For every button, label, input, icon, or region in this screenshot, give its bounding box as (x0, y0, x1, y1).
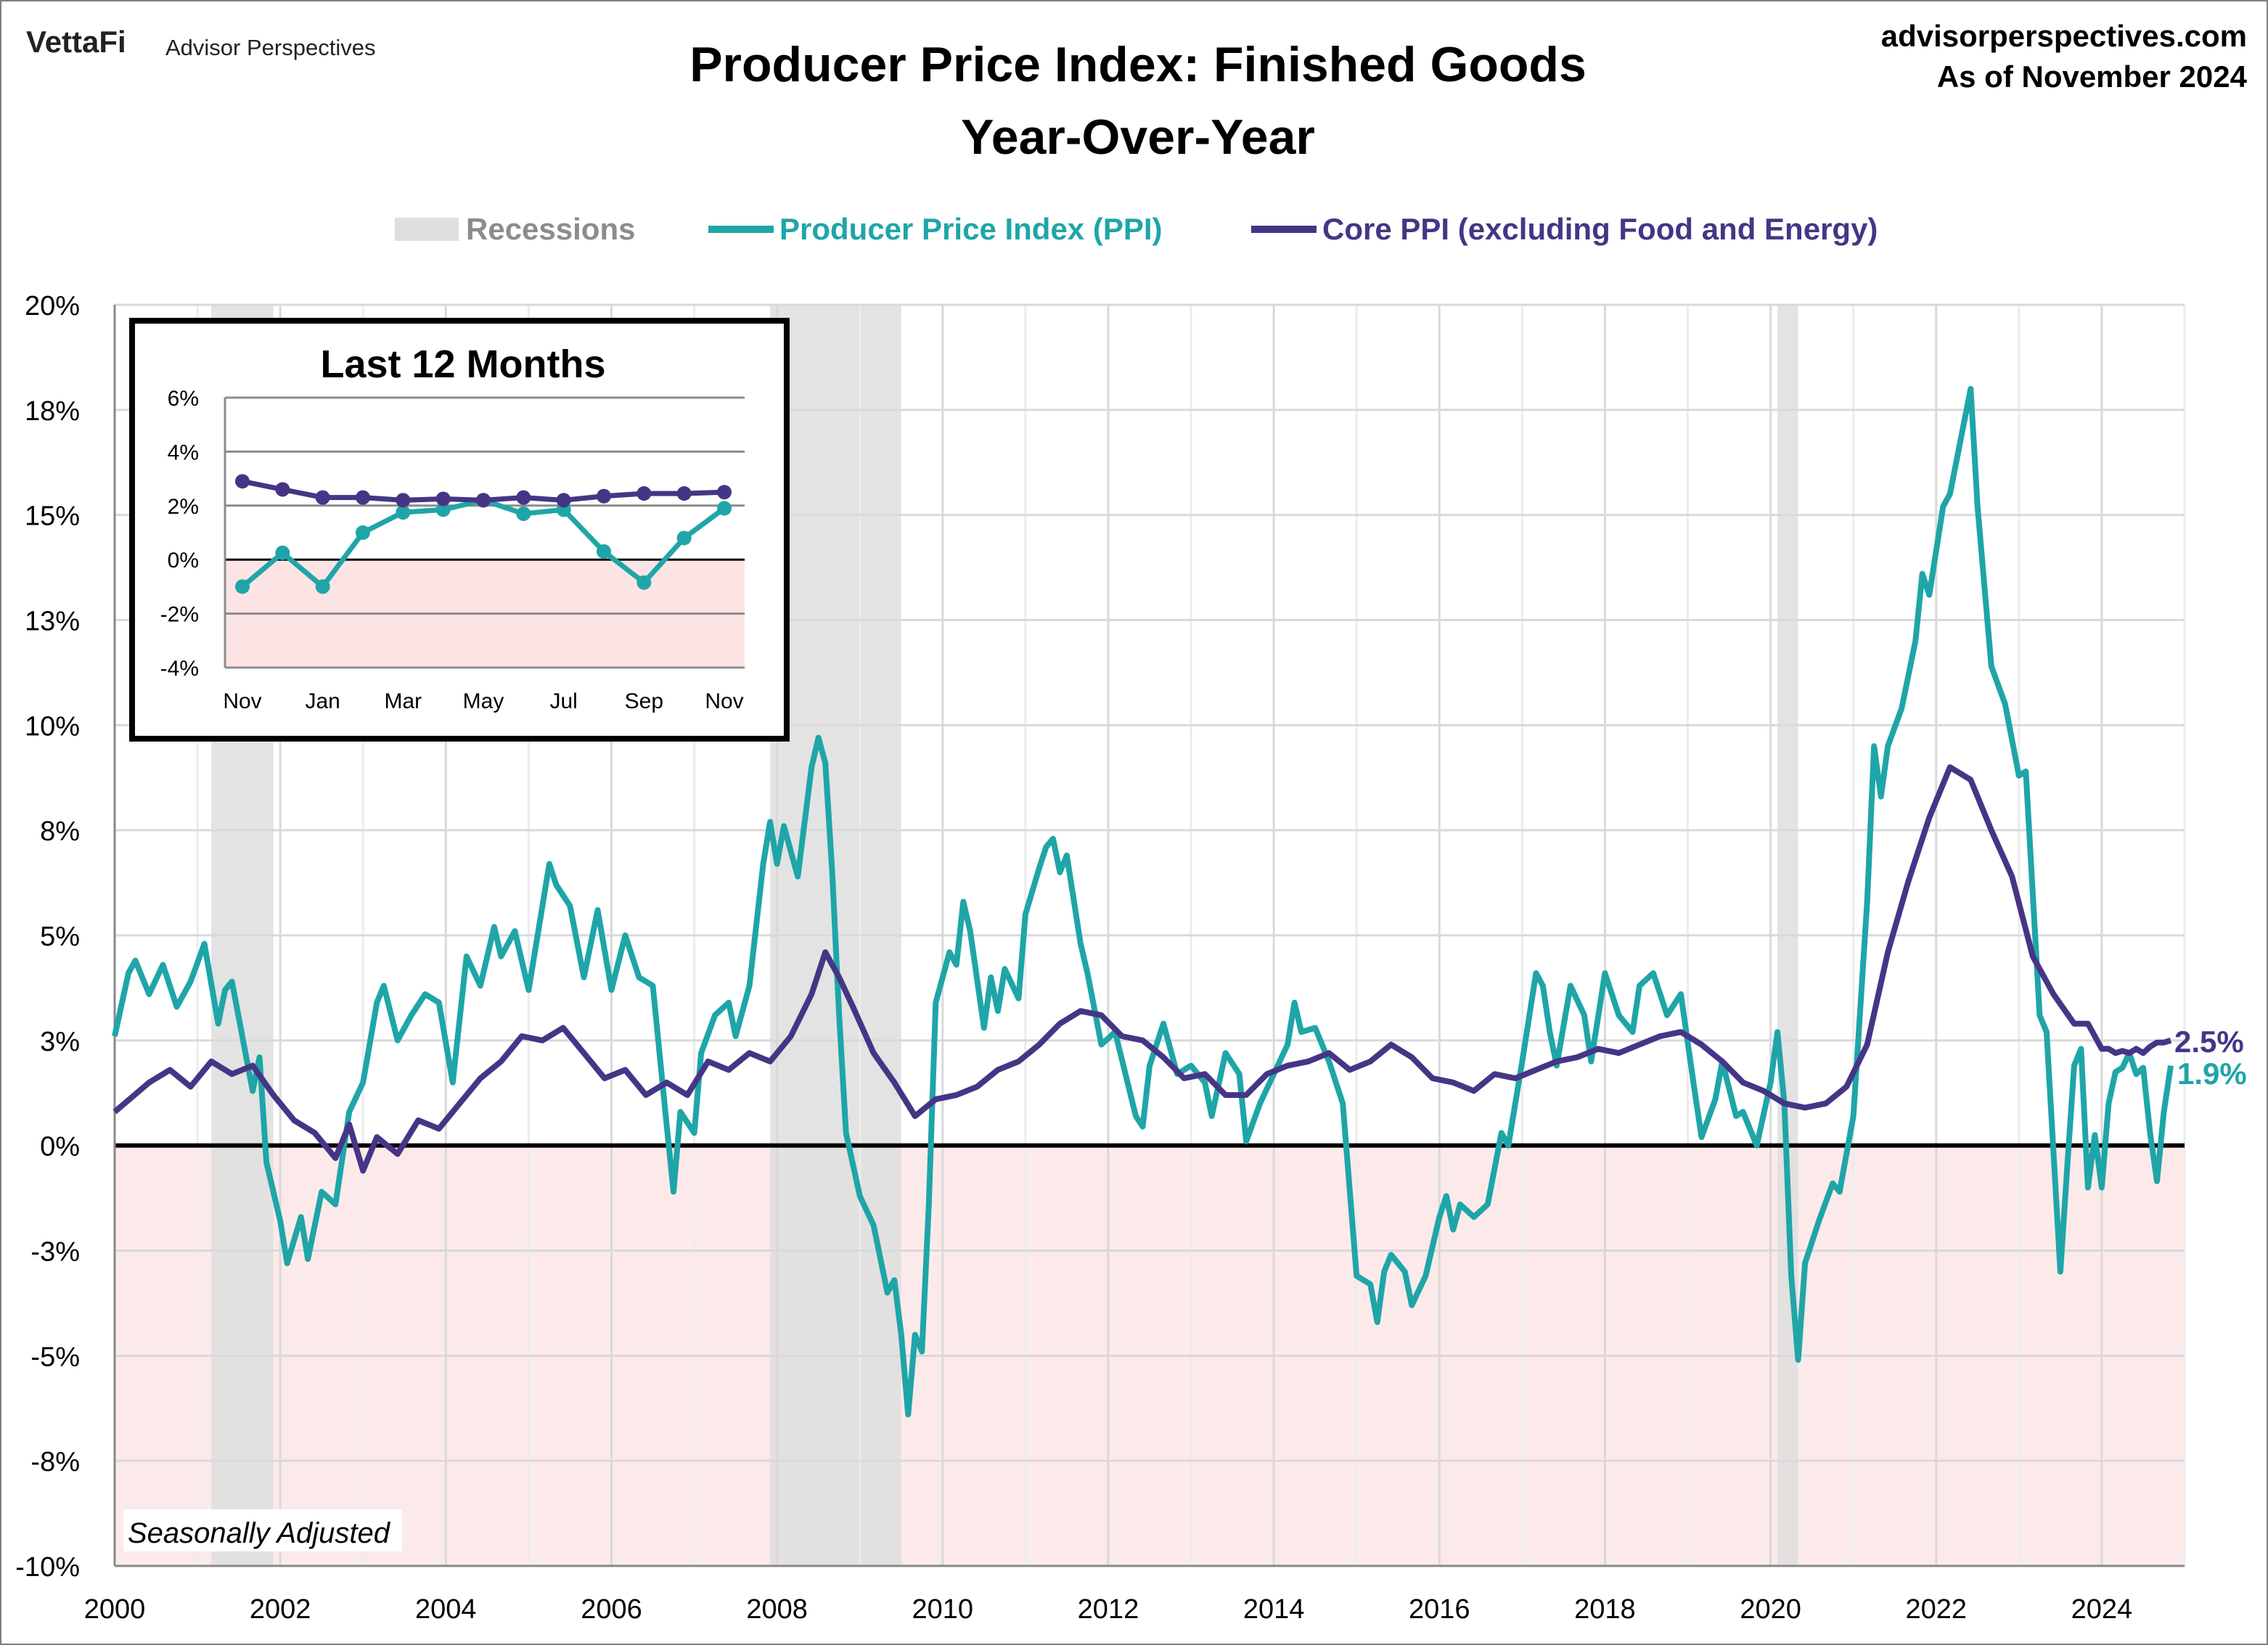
inset-core-point (476, 493, 491, 508)
inset-x-tick-label: Jul (549, 689, 577, 713)
x-tick-label: 2006 (581, 1594, 642, 1625)
x-tick-label: 2018 (1574, 1594, 1636, 1625)
inset-ppi-point (717, 501, 732, 516)
x-tick-label: 2000 (84, 1594, 146, 1625)
inset-frame (129, 318, 790, 742)
inset-y-tick-label: 0% (168, 549, 199, 573)
legend-core: Core PPI (excluding Food and Energy) (1322, 212, 1878, 246)
x-tick-label: 2016 (1409, 1594, 1470, 1625)
inset-core-point (717, 485, 732, 500)
inset-ppi-point (235, 579, 250, 594)
y-tick-label: 0% (40, 1132, 80, 1162)
vettafi-logo: VettaFi (26, 25, 126, 59)
x-tick-label: 2012 (1078, 1594, 1139, 1625)
inset-core-point (597, 488, 611, 504)
inset-x-tick-label: Jan (305, 689, 340, 713)
inset-y-tick-label: 6% (168, 387, 199, 411)
legend: Recessions Producer Price Index (PPI) Co… (395, 212, 1878, 246)
inset-core-point (556, 493, 571, 508)
y-tick-label: -3% (30, 1237, 80, 1268)
inset-core-point (396, 493, 411, 508)
core-end-label: 2.5% (2174, 1025, 2244, 1059)
inset-title: Last 12 Months (320, 342, 605, 386)
inset-core-point (315, 490, 330, 505)
inset-core-point (636, 486, 652, 501)
y-tick-label: 13% (25, 607, 80, 637)
x-tick-label: 2008 (746, 1594, 808, 1625)
inset-y-tick-label: -4% (160, 657, 199, 681)
inset-y-tick-label: 2% (168, 495, 199, 519)
y-tick-label: 18% (25, 396, 80, 427)
inset-x-tick-label: Mar (384, 689, 422, 713)
brand-name: Advisor Perspectives (165, 35, 375, 60)
inset-chart: Last 12 Months 6% 4% 2% 0% -2% -4% Nov Jan Mar Ma… (129, 318, 790, 742)
x-tick-label: 2004 (415, 1594, 477, 1625)
y-tick-label: 10% (25, 711, 80, 742)
seasonally-adjusted-note: Seasonally Adjusted (123, 1509, 402, 1551)
inset-x-tick-label: Nov (705, 689, 743, 713)
inset-plot: 6% 4% 2% 0% -2% -4% Nov Jan Mar May Jul Sep Nov (160, 387, 745, 713)
core-line (112, 764, 2172, 1174)
inset-ppi-point (435, 502, 451, 517)
inset-ppi-point (396, 505, 411, 520)
inset-ppi-point (315, 579, 330, 594)
inset-ppi-point (516, 506, 531, 521)
x-tick-label: 2020 (1740, 1594, 1801, 1625)
chart-title: Producer Price Index: Finished Goods (689, 37, 1587, 92)
inset-core-point (275, 482, 290, 497)
y-tick-label: 15% (25, 501, 80, 532)
x-tick-label: 2002 (250, 1594, 311, 1625)
inset-y-tick-label: -2% (160, 603, 199, 627)
legend-ppi: Producer Price Index (PPI) (779, 212, 1163, 246)
y-tick-label: -5% (30, 1342, 80, 1372)
inset-ppi-point (636, 575, 652, 590)
inset-core-point (676, 486, 692, 501)
site-url: advisorperspectives.com (1881, 19, 2247, 53)
inset-ppi-point (676, 530, 692, 546)
y-tick-label: 8% (40, 816, 80, 847)
y-tick-label: -8% (30, 1447, 80, 1477)
y-tick-label: 20% (25, 291, 80, 321)
ppi-end-label: 1.9% (2177, 1057, 2247, 1091)
inset-core-point (235, 474, 250, 489)
inset-x-tick-label: May (463, 689, 504, 713)
y-tick-label: -10% (15, 1552, 80, 1583)
inset-core-point (516, 490, 531, 505)
inset-core-point (435, 491, 451, 506)
inset-y-tick-label: 4% (168, 440, 199, 464)
inset-core-point (356, 490, 370, 505)
inset-x-tick-label: Sep (625, 689, 663, 713)
inset-ppi-point (597, 544, 611, 559)
y-tick-label: 3% (40, 1027, 80, 1057)
svg-text:Seasonally Adjusted: Seasonally Adjusted (128, 1517, 391, 1549)
x-tick-label: 2022 (1905, 1594, 1967, 1625)
inset-x-tick-label: Nov (223, 689, 261, 713)
x-tick-label: 2024 (2071, 1594, 2133, 1625)
x-tick-label: 2010 (912, 1594, 974, 1625)
y-tick-label: 5% (40, 922, 80, 952)
inset-ppi-point (356, 525, 370, 540)
legend-recessions: Recessions (466, 212, 635, 246)
x-tick-label: 2014 (1243, 1594, 1305, 1625)
legend-recession-swatch (395, 218, 459, 241)
as-of-date: As of November 2024 (1937, 60, 2248, 94)
inset-ppi-point (275, 545, 290, 560)
chart-subtitle: Year-Over-Year (961, 110, 1315, 165)
main-plot: 20% 18% 15% 13% 10% 8% 5% 3% 0% -3% -5% -8% -10%2000… (15, 291, 2186, 1625)
